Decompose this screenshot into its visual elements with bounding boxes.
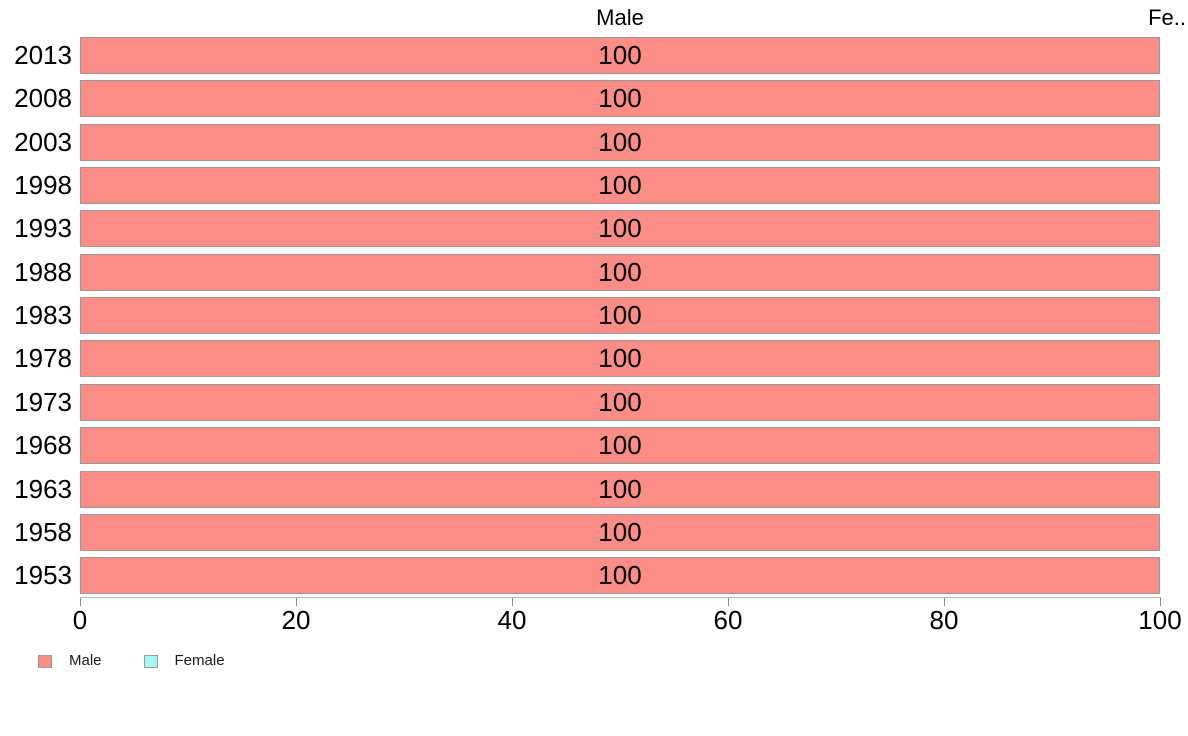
- bar-value-label: 100: [598, 40, 642, 70]
- bar-value-label: 100: [598, 170, 642, 201]
- chart-row: 1998 100: [14, 167, 1160, 205]
- bar-male[interactable]: [80, 427, 1160, 465]
- x-axis-tick: [1160, 598, 1161, 606]
- y-axis-category-label: 1963: [14, 473, 72, 504]
- chart-row: 2013 100: [14, 37, 1160, 74]
- bar-value-label: 100: [598, 213, 642, 244]
- chart-row: 1973 100: [14, 383, 1160, 421]
- x-axis-tick-label: 80: [929, 605, 959, 635]
- chart-row: 1983 100: [14, 297, 1160, 335]
- bar-value-label: 100: [598, 516, 642, 547]
- bar-value-label: 100: [598, 560, 642, 591]
- bar-male[interactable]: [80, 340, 1160, 378]
- y-axis-category-label: 2013: [14, 40, 72, 70]
- chart-row: 1988 100: [14, 253, 1160, 291]
- bar-value-label: 100: [598, 343, 642, 374]
- bar-male[interactable]: [80, 470, 1160, 508]
- pane-header-male: Male: [596, 5, 644, 30]
- chart-row: 1963 100: [14, 470, 1160, 508]
- bar-value-label: 100: [598, 256, 642, 287]
- x-axis-tick-label: 100: [1138, 605, 1182, 635]
- y-axis-category-label: 1953: [14, 560, 72, 591]
- x-axis-tick-label: 0: [72, 605, 88, 635]
- pane-header-female-truncated: Fe..: [1148, 5, 1186, 30]
- bar-male[interactable]: [80, 297, 1160, 335]
- x-axis-tick: [944, 598, 945, 606]
- legend-item-female[interactable]: Female: [143, 652, 225, 670]
- x-axis-tick: [296, 598, 297, 606]
- y-axis-category-label: 1973: [14, 386, 72, 417]
- bar-value-label: 100: [598, 126, 642, 157]
- chart-row: 1958 100: [14, 513, 1160, 551]
- bar-male[interactable]: [80, 80, 1160, 118]
- legend-label-male: Male: [69, 652, 102, 669]
- bar-male[interactable]: [80, 123, 1160, 161]
- chart-row: 1953 100: [14, 557, 1160, 595]
- chart-row: 2008 100: [14, 80, 1160, 118]
- legend-swatch-male: [38, 654, 52, 668]
- y-axis-category-label: 1978: [14, 343, 72, 374]
- x-axis-tick-label: 60: [713, 605, 743, 635]
- chart-row: 1993 100: [14, 210, 1160, 248]
- legend-item-male[interactable]: Male: [38, 652, 102, 670]
- y-axis-category-label: 1993: [14, 213, 72, 244]
- x-axis-tick-label: 40: [497, 605, 527, 635]
- x-axis: 0 20 40 60 80 100: [73, 597, 1182, 637]
- chart-row: 2003 100: [14, 123, 1160, 161]
- x-axis-tick: [512, 598, 513, 606]
- bar-value-label: 100: [598, 473, 642, 504]
- bar-value-label: 100: [598, 83, 642, 114]
- bar-male[interactable]: [80, 167, 1160, 205]
- legend-swatch-female: [143, 654, 158, 668]
- legend: Male Female: [38, 652, 225, 670]
- bar-value-label: 100: [598, 300, 642, 331]
- x-axis-line: [80, 597, 1161, 598]
- bar-value-label: 100: [598, 430, 642, 461]
- y-axis-category-label: 1983: [14, 300, 72, 331]
- bar-male[interactable]: [80, 383, 1160, 421]
- chart-row: 1978 100: [14, 340, 1160, 378]
- y-axis-category-label: 1998: [14, 170, 72, 201]
- bar-male[interactable]: [80, 37, 1160, 74]
- y-axis-category-label: 2003: [14, 126, 72, 157]
- x-axis-tick: [728, 598, 729, 606]
- y-axis-category-label: 1988: [14, 256, 72, 287]
- plot-area: 2013 100 2008 100 2003 100 1998 100 1993…: [14, 37, 1160, 597]
- bar-male[interactable]: [80, 513, 1160, 551]
- y-axis-category-label: 2008: [14, 83, 72, 114]
- bar-value-label: 100: [598, 386, 642, 417]
- y-axis-category-label: 1968: [14, 430, 72, 461]
- x-axis-tick-label: 20: [281, 605, 311, 635]
- bar-male[interactable]: [80, 210, 1160, 248]
- chart-row: 1968 100: [14, 427, 1160, 465]
- bar-male[interactable]: [80, 557, 1160, 595]
- x-axis-tick: [80, 598, 81, 606]
- bar-male[interactable]: [80, 253, 1160, 291]
- y-axis-category-label: 1958: [14, 516, 72, 547]
- legend-label-female: Female: [174, 652, 225, 669]
